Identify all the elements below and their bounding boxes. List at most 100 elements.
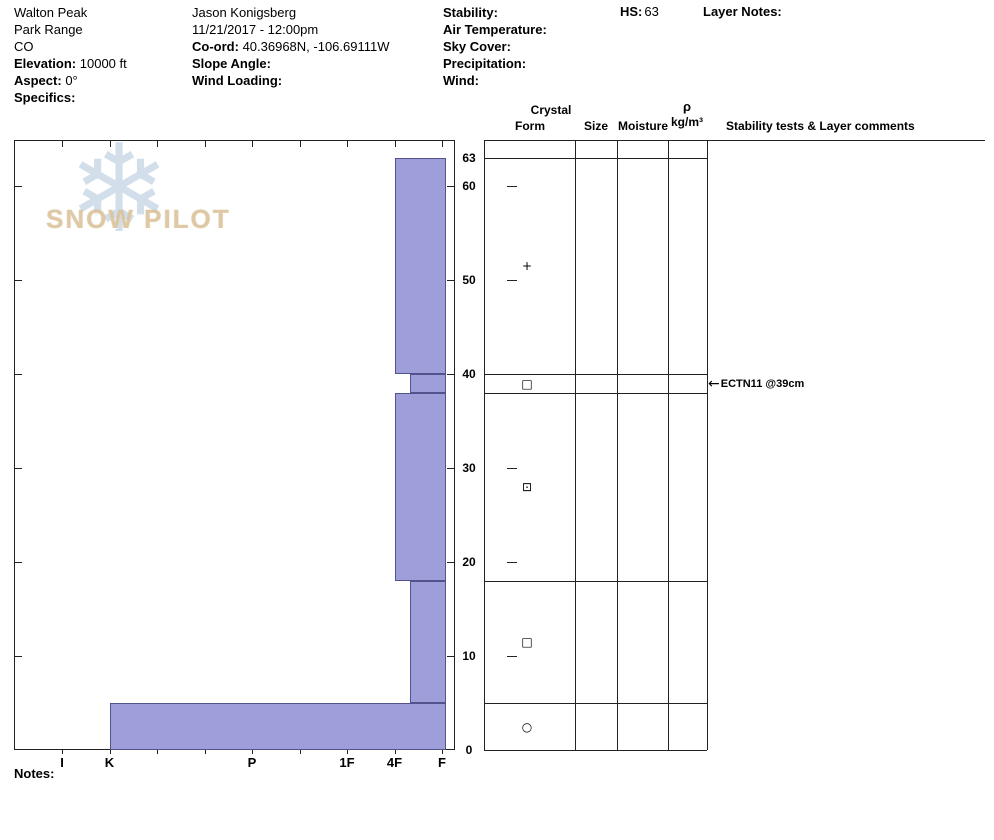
elevation-value: 10000 ft [79,56,127,71]
hardness-axis-label: F [438,755,446,770]
depth-tick [447,656,454,658]
hardness-tick [347,141,348,147]
layer-notes-label: Layer Notes: [703,4,782,19]
table-vline [617,140,618,750]
slope-angle-label: Slope Angle: [192,56,271,71]
form-ruler-tick [507,468,517,470]
stability-label: Stability: [443,5,498,20]
hardness-tick [62,141,63,147]
hardness-tick [157,141,158,147]
table-vline [575,140,576,750]
location-name: Walton Peak [14,5,88,20]
coord-value: 40.36968N, -106.69111W [242,39,390,54]
wind-label: Wind: [443,73,479,88]
hardness-axis-label: P [247,755,257,770]
observation-datetime: 11/21/2017 - 12:00pm [192,22,319,37]
depth-tick [15,186,22,188]
observer-name: Jason Konigsberg [192,5,297,20]
aspect-label: Aspect: [14,73,62,88]
hardness-tick [252,750,253,754]
depth-tick [15,468,22,470]
conditions-block: Stability: Air Temperature: Sky Cover: P… [443,4,547,89]
hardness-tick [394,750,396,754]
hardness-tick [347,750,348,754]
form-column-header: Form [515,119,545,133]
hardness-tick [394,141,396,147]
hardness-axis-label: 1F [339,755,355,770]
hardness-tick [157,750,158,754]
grain-form-symbol: ○ [521,719,533,734]
location-state: CO [14,39,34,54]
elevation-label: Elevation: [14,56,77,71]
stability-test-annotation: ← ECTN11 @39cm [708,377,804,391]
hardness-bar [394,157,446,375]
hs-label: HS: [620,4,643,19]
form-ruler-tick [507,656,517,658]
table-top-line [484,140,985,141]
location-block: Walton Peak Park Range CO Elevation: 100… [14,4,127,106]
comments-column-header: Stability tests & Layer comments [726,119,915,133]
density-units-label: kg/m³ [670,115,704,129]
hardness-tick [109,750,111,754]
depth-tick [447,374,454,376]
depth-label: 40 [462,367,476,382]
hardness-bar [410,580,446,703]
hs-row: HS: 63 [620,4,659,19]
coord-label: Co-ord: [192,39,239,54]
grain-form-symbol: □ [521,376,533,391]
hardness-tick [299,141,301,147]
layer-boundary-line [484,580,707,582]
sky-cover-label: Sky Cover: [443,39,511,54]
depth-tick [15,562,22,564]
layer-boundary-line [484,392,707,394]
moisture-column-header: Moisture [617,119,669,133]
depth-label: 20 [462,555,476,570]
depth-label: 10 [462,649,476,664]
layer-boundary-line [484,157,707,159]
depth-label: 63 [462,150,476,165]
hardness-tick [252,141,253,147]
table-vline [707,140,708,750]
table-vline [668,140,669,750]
layer-boundary-line [484,703,707,704]
depth-tick [447,562,454,564]
hardness-tick [109,141,111,147]
hardness-axis-label: K [104,755,115,770]
hardness-axis-label: 4F [386,755,403,770]
depth-tick [15,656,22,658]
stability-test-label: ECTN11 @39cm [720,377,805,390]
elevation-row: Elevation: 10000 ft [14,55,127,72]
crystal-column-header: Crystal [530,103,572,117]
depth-label: 0 [465,743,473,757]
wind-loading-label: Wind Loading: [192,73,283,88]
coord-row: Co-ord: 40.36968N, -106.69111W [192,38,390,55]
hardness-tick [442,750,443,754]
hardness-axis-label: I [60,755,64,770]
table-bottom-line [484,750,707,751]
hardness-tick [299,750,301,754]
specifics-label: Specifics: [14,90,76,105]
size-column-header: Size [583,119,609,133]
table-vline [484,140,485,750]
hardness-tick [62,750,63,754]
location-range: Park Range [14,22,83,37]
hardness-bar [394,392,446,581]
depth-tick [15,280,22,282]
grain-form-symbol: ⊡ [521,479,533,494]
form-ruler-tick [507,186,517,188]
grain-form-symbol: + [521,259,533,274]
aspect-value: 0° [65,73,78,88]
hs-value: 63 [644,4,659,19]
depth-label: 50 [462,273,476,288]
precipitation-label: Precipitation: [443,56,527,71]
aspect-row: Aspect: 0° [14,72,127,89]
form-ruler-tick [507,562,517,564]
hardness-tick [204,750,206,754]
depth-tick [447,186,454,188]
air-temperature-label: Air Temperature: [443,22,547,37]
form-ruler-tick [507,280,517,282]
depth-tick [447,280,454,282]
hardness-bar [109,703,446,750]
